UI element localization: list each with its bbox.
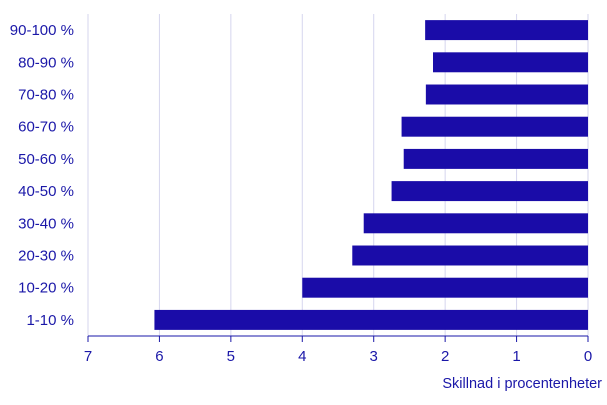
category-label: 50-60 % [18,151,74,168]
bar-50-60 [403,148,588,169]
category-label: 90-100 % [10,22,74,39]
category-label: 1-10 % [26,312,74,329]
x-tick-label: 0 [584,348,592,365]
category-label: 20-30 % [18,248,74,265]
x-axis: 7 6 5 4 3 2 1 0 [84,335,592,365]
x-tick-label: 2 [441,348,449,365]
bars [154,20,588,330]
category-label: 70-80 % [18,87,74,104]
x-tick-label: 4 [298,348,306,365]
bar-80-90 [433,52,588,73]
bar-90-100 [425,20,588,41]
category-label: 10-20 % [18,280,74,297]
x-axis-title: Skillnad i procentenheter [442,376,602,392]
category-label: 80-90 % [18,54,74,71]
x-tick-label: 1 [512,348,520,365]
bar-20-30 [352,245,588,266]
bar-1-10 [154,309,588,330]
x-tick-label: 3 [370,348,378,365]
bar-70-80 [425,84,588,105]
x-tick-label: 6 [155,348,163,365]
category-label: 40-50 % [18,183,74,200]
bar-30-40 [363,213,588,234]
x-tick-label: 7 [84,348,92,365]
category-labels: 90-100 % 80-90 % 70-80 % 60-70 % 50-60 % 40-5… [10,22,74,329]
bar-40-50 [391,181,588,202]
bar-10-20 [302,277,588,298]
category-label: 30-40 % [18,215,74,232]
category-label: 60-70 % [18,119,74,136]
bar-60-70 [401,116,588,137]
x-tick-label: 5 [227,348,235,365]
